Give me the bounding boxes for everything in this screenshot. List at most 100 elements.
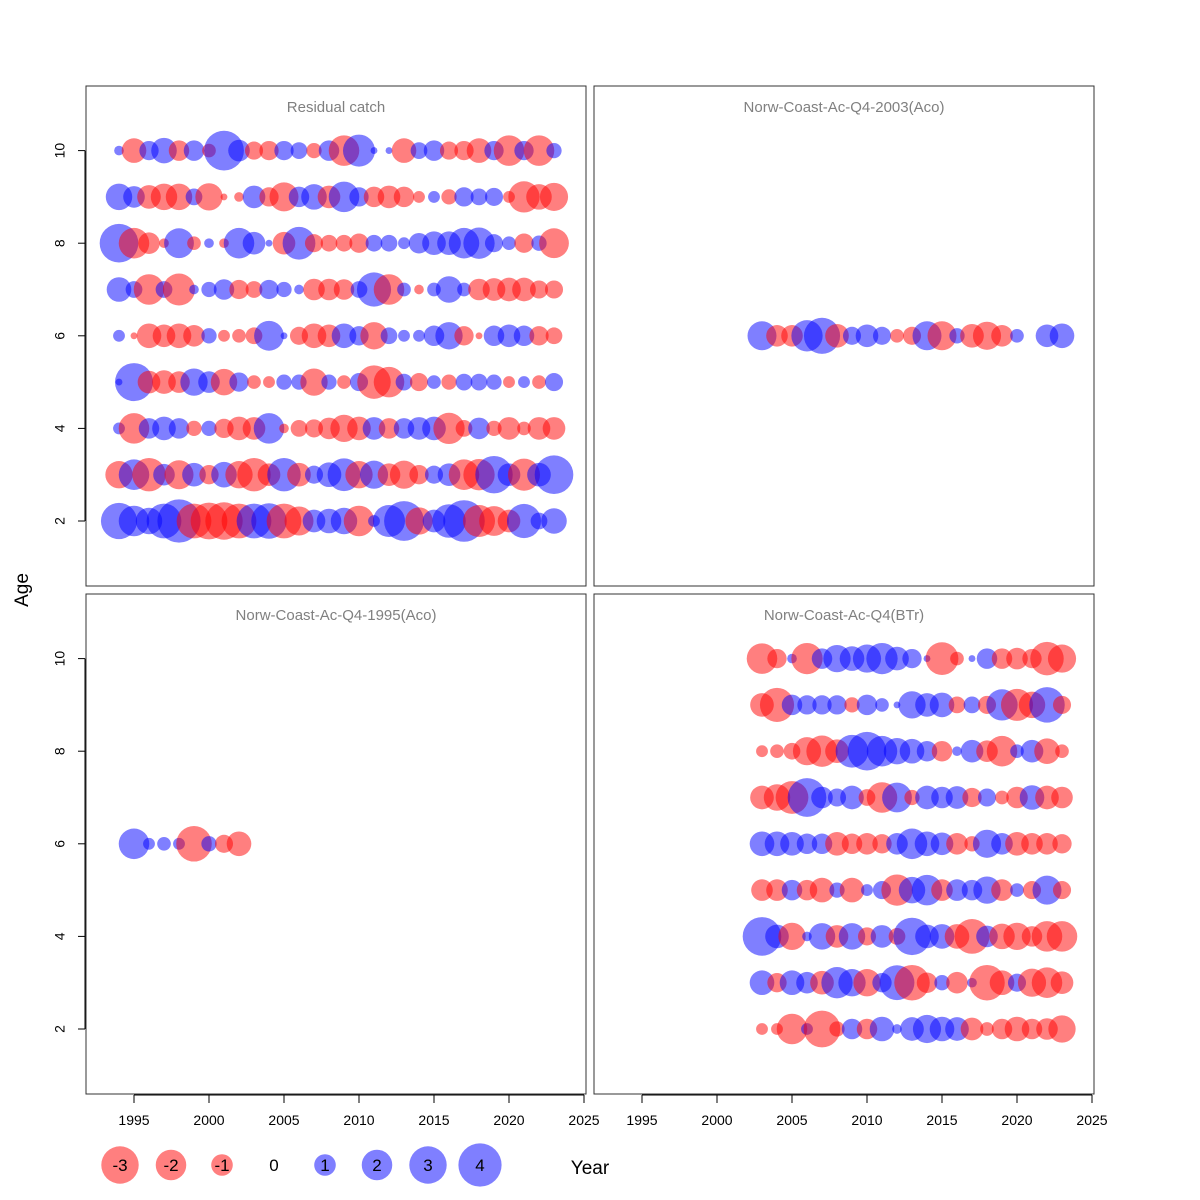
bubble-age-5-2005: [781, 879, 803, 901]
bubble-age-7-2013: [397, 282, 411, 297]
bubble-age-4-2011: [362, 417, 386, 440]
bubble-age-10-2020: [1006, 647, 1028, 670]
bubble-age-4-1998: [168, 418, 190, 439]
bubble-age-9-2010: [349, 187, 369, 207]
bubble-age-2-2012: [892, 1024, 902, 1034]
x-tick-label: 2010: [343, 1112, 374, 1128]
bubble-age-6-2016: [946, 833, 968, 855]
bubble-age-10-2013: [391, 138, 417, 163]
bubble-age-8-2000: [204, 238, 214, 249]
bubble-age-4-2009: [838, 923, 866, 950]
bubble-age-9-2016: [441, 189, 457, 205]
bubble-age-8-2011: [365, 234, 383, 252]
bubble-age-6-2011: [360, 322, 388, 350]
bubble-age-6-2019: [991, 325, 1013, 347]
legend-label: -2: [163, 1156, 178, 1175]
bubble-age-2-2021: [1021, 1018, 1043, 1040]
legend-item: 4: [458, 1143, 502, 1187]
bubble-age-6-1999: [176, 826, 212, 862]
y-tick-label: 10: [52, 651, 68, 667]
bubble-age-5-2002: [229, 372, 249, 392]
bubble-age-9-2014: [413, 190, 425, 203]
bubble-age-9-2013: [393, 186, 415, 208]
bubble-age-8-2012: [380, 234, 398, 252]
bubble-age-2-2003: [756, 1023, 768, 1035]
x-tick-label: 2000: [701, 1112, 732, 1128]
bubble-age-10-2015: [423, 140, 445, 161]
bubble-age-5-2001: [210, 368, 238, 396]
bubble-age-2-2009: [841, 1018, 863, 1040]
bubble-age-7-2012: [882, 782, 912, 813]
panel-norw-coast-ac-q4-btr: Norw-Coast-Ac-Q4(BTr): [593, 593, 1095, 1095]
bubble-age-8-2022: [1034, 738, 1060, 764]
legend-item: -2: [155, 1149, 187, 1181]
bubble-age-9-2009: [844, 697, 860, 713]
x-tick-label: 2000: [193, 1112, 224, 1128]
bubble-age-2-2020: [1004, 1016, 1030, 1042]
bubble-age-6-2004: [254, 320, 284, 351]
bubble-age-7-2009: [840, 785, 864, 810]
bubble-age-10-2016: [950, 651, 964, 666]
bubble-age-5-2009: [839, 877, 865, 903]
bubble-age-5-2004: [766, 879, 788, 901]
bubble-age-8-2023: [539, 228, 569, 259]
bubble-age-10-1999: [183, 140, 205, 161]
bubble-age-4-2010: [857, 927, 877, 946]
bubble-age-10-2011: [370, 147, 378, 155]
bubble-age-6-2020: [1010, 328, 1024, 343]
bubble-age-3-2003: [749, 970, 775, 996]
bubble-age-9-2003: [242, 185, 266, 209]
bubble-age-5-2009: [337, 375, 351, 389]
bubble-age-6-2021: [513, 325, 535, 347]
bubble-age-8-2013: [899, 738, 925, 764]
bubble-age-4-2006: [290, 420, 308, 437]
panel-frame: [85, 593, 587, 1095]
bubble-age-7-2023: [544, 280, 564, 299]
bubble-age-7-2014: [414, 284, 424, 295]
bubble-age-7-2022: [529, 280, 549, 299]
legend-label: -3: [112, 1156, 127, 1175]
bubble-age-6-2015: [927, 321, 957, 351]
bubble-age-5-2008: [321, 374, 337, 390]
y-axis: 2 4 6 8 10: [52, 651, 86, 1033]
bubble-age-3-2015: [424, 465, 444, 484]
bubble-age-8-2015: [931, 740, 953, 762]
bubble-age-6-2005: [780, 831, 804, 856]
bubble-age-5-2023: [544, 373, 564, 392]
legend-item: 1: [314, 1154, 336, 1176]
bubbles: [99, 130, 574, 543]
legend-item: -1: [211, 1154, 233, 1176]
bubble-age-6-2022: [1036, 833, 1058, 855]
x-axis: 1995 2000 2005 2010 2015 2020 2025: [118, 1094, 600, 1128]
bubble-age-8-1998: [164, 228, 194, 259]
bubble-age-7-2006: [787, 778, 827, 817]
bubble-age-8-1996: [138, 232, 160, 254]
bubble-age-7-2017: [457, 282, 471, 297]
bubble-age-10-2001: [204, 130, 244, 171]
bubble-age-6-2000: [201, 328, 217, 344]
bubble-age-10-2004: [259, 140, 279, 161]
bubble-age-4-2018: [468, 417, 490, 440]
bubble-age-6-2023: [545, 327, 563, 345]
bubble-age-5-2014: [409, 373, 429, 392]
panel-residual-catch: Residual catch 2 4 6 8 10: [52, 85, 587, 587]
bubble-age-9-2004: [759, 687, 795, 722]
bubble-age-7-2000: [201, 281, 217, 298]
panel-norw-coast-ac-q4-2003-aco: Norw-Coast-Ac-Q4-2003(Aco): [593, 85, 1095, 587]
y-tick-label: 6: [52, 840, 68, 848]
bubble-age-9-2023: [1052, 695, 1072, 714]
legend-label: 1: [320, 1156, 329, 1175]
bubble-age-10-2018: [976, 648, 998, 669]
bubble-age-9-2001: [220, 193, 228, 201]
legend-bubble: [211, 1154, 233, 1176]
bubble-age-7-2003: [245, 281, 263, 298]
bubble-age-8-2009: [335, 234, 353, 252]
bubble-age-4-2023: [542, 417, 566, 440]
bubbles: [118, 826, 252, 862]
bubble-age-4-2017: [455, 420, 473, 437]
bubble-age-9-2017: [454, 187, 474, 207]
bubble-age-7-2014: [915, 785, 939, 810]
bubble-age-10-1998: [168, 140, 190, 161]
bubble-age-10-1995: [121, 138, 147, 163]
